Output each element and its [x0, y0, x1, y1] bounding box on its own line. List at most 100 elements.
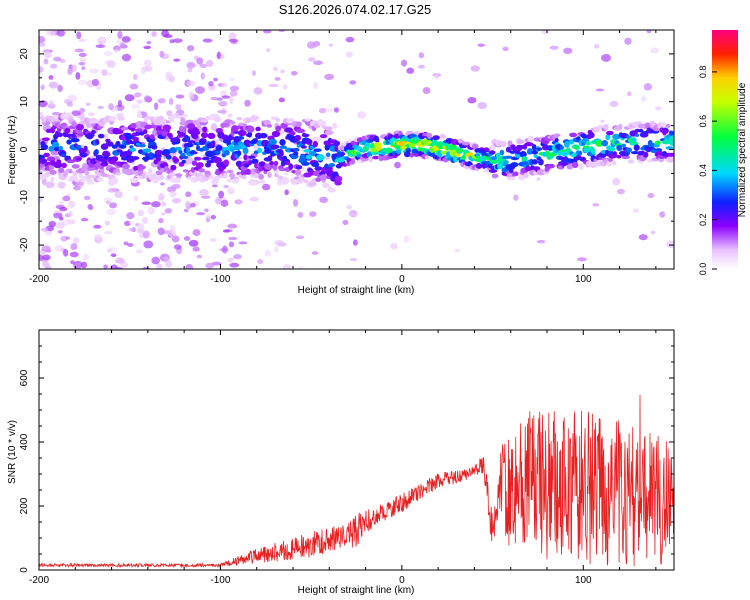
spectrogram-noise-cell — [78, 38, 86, 43]
spectrogram-ridge-cell — [209, 175, 214, 180]
spectrogram-noise-cell — [206, 60, 214, 67]
spectrogram-ridge-cell — [301, 133, 310, 138]
spectrogram-ridge-cell — [531, 144, 537, 151]
spectrogram-ridge-cell — [109, 115, 117, 122]
spectrogram-ridge-cell — [191, 130, 201, 136]
spectrogram-ridge-cell — [612, 151, 618, 158]
spectrogram-noise-cell — [85, 123, 96, 128]
spectrogram-ridge-cell — [364, 142, 370, 149]
spectrogram-noise-cell — [185, 191, 192, 198]
spectrogram-noise-cell — [115, 257, 125, 264]
spectrogram-ridge-cell — [236, 150, 242, 157]
spectrogram-ridge-cell — [328, 163, 336, 168]
spectrogram-ridge-cell — [413, 131, 420, 135]
spectrogram-noise-cell — [467, 97, 477, 104]
spectrogram-noise-cell — [80, 261, 88, 269]
snr-series-line — [39, 394, 674, 569]
snr-x-tick-label: 100 — [575, 575, 592, 586]
spectrogram-ridge-cell — [178, 150, 183, 154]
spectrogram-noise-cell — [229, 77, 235, 82]
spectrogram-noise-cell — [161, 201, 167, 207]
spectrogram-noise-cell — [577, 257, 587, 262]
spectrogram-ridge-cell — [489, 158, 499, 165]
spectrogram-ridge-cell — [159, 118, 168, 126]
spectrogram-noise-cell — [140, 66, 146, 75]
spectrogram-ridge-cell — [210, 140, 216, 147]
spectrogram-noise-cell — [313, 40, 321, 47]
snr-y-tick-label: 400 — [19, 433, 30, 450]
spectrogram-ridge-cell — [66, 139, 72, 145]
spectrogram-noise-cell — [124, 94, 135, 102]
spectrogram-ridge-cell — [69, 175, 75, 180]
spectrogram-ridge-cell — [91, 130, 96, 135]
spectrogram-noise-cell — [89, 68, 99, 74]
spectrogram-ridge-cell — [175, 173, 183, 177]
spectrogram-ridge-cell — [625, 147, 633, 153]
spectrogram-noise-cell — [151, 201, 161, 208]
spectrogram-ridge-cell — [605, 134, 611, 141]
spectrogram-noise-cell — [263, 30, 272, 34]
spectrogram-ridge-cell — [279, 145, 288, 150]
spectrogram-noise-cell — [76, 31, 82, 40]
spectrogram-noise-cell — [470, 65, 480, 72]
spectrogram-ridge-cell — [50, 176, 55, 182]
spectrogram-ridge-cell — [248, 155, 256, 159]
spectrogram-ridge-cell — [248, 160, 253, 166]
spectrogram-noise-cell — [159, 50, 165, 58]
spectrogram-ridge-cell — [621, 143, 627, 148]
spectrogram-ridge-cell — [616, 144, 623, 152]
spectrogram-ridge-cell — [513, 171, 519, 177]
spectrogram-ridge-cell — [313, 148, 322, 153]
spectrogram-noise-cell — [600, 119, 605, 123]
spectrogram-ridge-cell — [54, 132, 64, 138]
spectrogram-noise-cell — [318, 107, 327, 114]
spectrogram-ridge-cell — [455, 148, 463, 153]
spectrogram-noise-cell — [233, 254, 242, 260]
spectrogram-ridge-cell — [305, 154, 313, 160]
spectrogram-ridge-cell — [342, 162, 348, 167]
spectrogram-ridge-cell — [53, 115, 58, 120]
spectrogram-ridge-cell — [521, 156, 528, 163]
spectrogram-ridge-cell — [144, 174, 150, 178]
spectrogram-ridge-cell — [618, 123, 623, 130]
spectrogram-noise-cell — [186, 45, 195, 52]
spectrogram-ridge-cell — [612, 133, 621, 140]
spectrogram-ridge-cell — [648, 142, 656, 148]
spectrogram-noise-cell — [592, 203, 600, 207]
spectrogram-ridge-cell — [102, 152, 111, 157]
spectrogram-ridge-cell — [271, 130, 281, 138]
spectrogram-ridge-cell — [258, 173, 265, 180]
spectrogram-ridge-cell — [488, 144, 496, 152]
spectrogram-ridge-cell — [475, 162, 483, 169]
snr-frame — [38, 329, 675, 571]
spectrogram-ridge-cell — [483, 147, 490, 152]
spectrogram-noise-cell — [268, 83, 279, 87]
spectrogram-noise-cell — [278, 30, 285, 33]
spectrogram-noise-cell — [319, 196, 329, 204]
spectrogram-ridge-cell — [185, 119, 195, 125]
spectrogram-ridge-cell — [526, 148, 533, 155]
spectrogram-noise-cell — [45, 181, 55, 189]
spectrogram-noise-cell — [55, 222, 65, 229]
spectrogram-noise-cell — [601, 54, 612, 62]
spectrogram-noise-cell — [59, 206, 68, 212]
spectrogram-ridge-cell — [71, 164, 80, 169]
spectrogram-ridge-cell — [231, 178, 240, 184]
spectrogram-ridge-cell — [279, 138, 286, 146]
spectrogram-ridge-cell — [409, 152, 414, 158]
spectrogram-noise-cell — [68, 210, 73, 217]
spectrogram-ridge-cell — [489, 156, 498, 161]
snr-x-ticks: -200 -100 0 100 — [29, 330, 657, 586]
spectrogram-noise-cell — [143, 95, 151, 103]
spectrogram-ridge-cell — [660, 122, 666, 127]
spectrogram-ridge-cell — [461, 154, 466, 160]
spectrogram-noise-cell — [627, 91, 632, 97]
spectrogram-noise-cell — [158, 218, 164, 224]
spectrogram-noise-cell — [295, 235, 305, 240]
spectrogram-ridge-cell — [226, 169, 234, 174]
spectrogram-noise-cell — [219, 101, 227, 107]
spectrogram-noise-cell — [70, 243, 78, 251]
spectrogram-noise-cell — [199, 189, 209, 196]
spectrogram-ridge-cell — [165, 154, 172, 160]
